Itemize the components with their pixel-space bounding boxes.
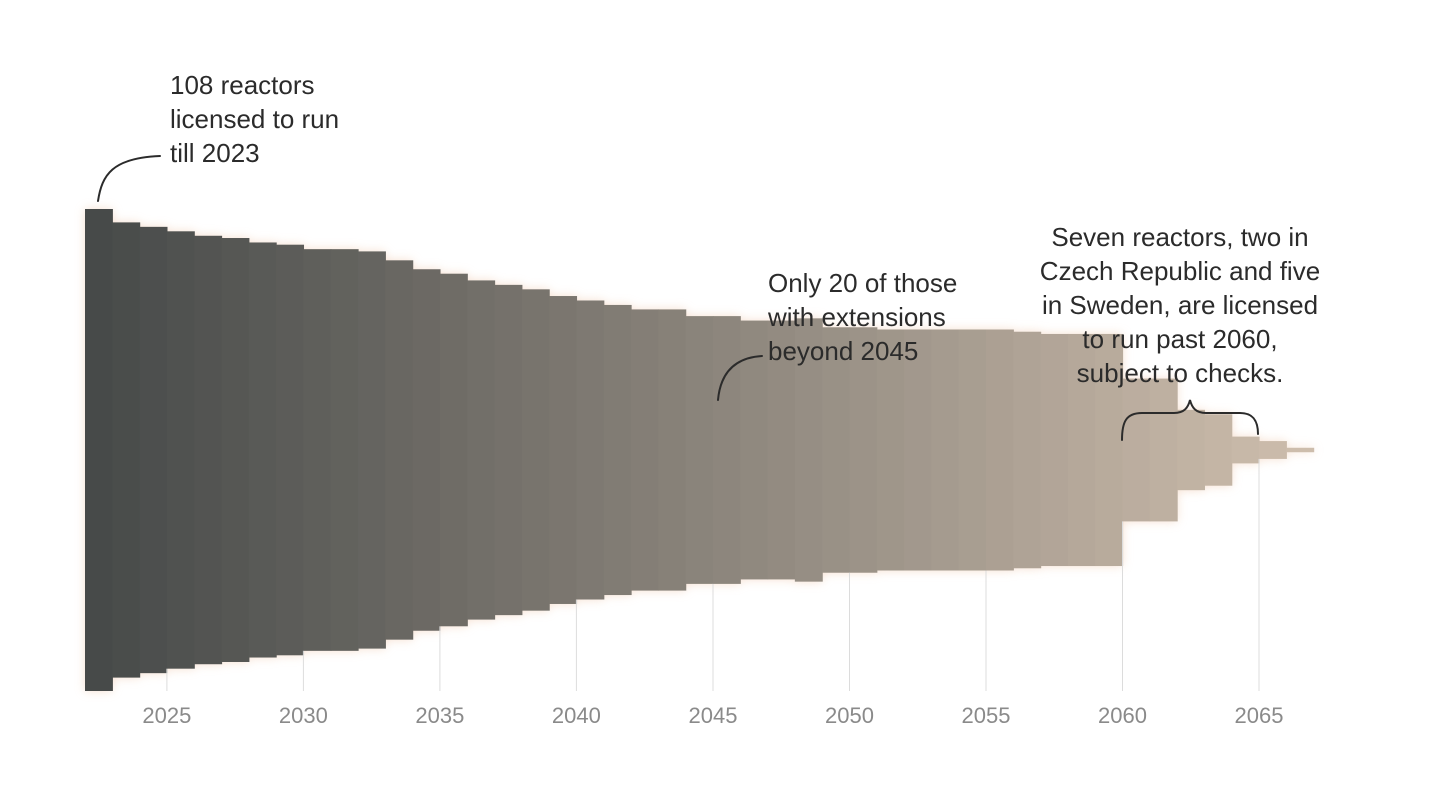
bar-2023: [112, 222, 141, 678]
bar-2055: [985, 329, 1014, 571]
bar-2022: [85, 209, 113, 691]
bar-2050: [849, 327, 878, 573]
bars-layer: [85, 209, 1315, 691]
bar-2058: [1067, 333, 1096, 567]
bar-2024: [139, 226, 168, 674]
x-axis-ticks: 2025 2030 2035 2040 2045 2050 2055 2060 2065: [142, 703, 1283, 728]
bar-2054: [958, 329, 987, 571]
annotation-seven-reactors: Seven reactors, two in Czech Republic an…: [1039, 222, 1321, 388]
bar-2056: [1013, 331, 1042, 569]
x-tick-label-2060: 2060: [1098, 703, 1147, 728]
bar-2063: [1204, 414, 1233, 486]
bar-2060: [1122, 378, 1151, 522]
bar-2061: [1149, 378, 1178, 522]
bar-2026: [194, 235, 223, 665]
x-tick-label-2040: 2040: [552, 703, 601, 728]
bar-2043: [658, 309, 687, 591]
bar-2042: [631, 309, 659, 591]
bar-2048: [794, 318, 823, 582]
bar-2036: [467, 280, 496, 620]
bar-2040: [576, 300, 605, 600]
bar-2049: [822, 327, 851, 573]
bar-2037: [494, 284, 523, 616]
bar-2030: [303, 249, 332, 651]
bar-2057: [1040, 333, 1069, 567]
bar-2039: [549, 296, 578, 604]
bar-2047: [767, 320, 796, 580]
bar-2044: [685, 316, 714, 584]
bar-2053: [931, 329, 960, 571]
x-tick-label-2055: 2055: [962, 703, 1011, 728]
gridlines-layer: [166, 458, 1260, 691]
x-tick-label-2025: 2025: [142, 703, 191, 728]
bar-2064: [1231, 436, 1260, 464]
annotation-connectors: [97, 155, 1259, 441]
x-tick-label-2065: 2065: [1235, 703, 1284, 728]
bar-2032: [358, 251, 386, 649]
bar-2066: [1286, 447, 1315, 453]
x-tick-label-2050: 2050: [825, 703, 874, 728]
bar-2027: [221, 238, 250, 662]
connector-20-extensions: [717, 355, 763, 401]
bar-2033: [385, 260, 414, 640]
bracket-seven-reactors: [1121, 399, 1259, 441]
bar-2035: [439, 273, 468, 627]
annotation-20-extensions: Only 20 of those with extensions beyond …: [768, 268, 958, 366]
bar-2028: [248, 242, 277, 658]
bar-2051: [876, 329, 905, 571]
bar-2025: [166, 231, 195, 669]
bar-2029: [276, 244, 305, 656]
x-tick-label-2030: 2030: [279, 703, 328, 728]
bar-2031: [330, 249, 359, 651]
bar-2059: [1095, 333, 1124, 567]
bar-2046: [740, 320, 769, 580]
bar-2041: [603, 304, 632, 596]
bar-2034: [412, 269, 441, 631]
x-tick-label-2035: 2035: [415, 703, 464, 728]
connector-108-reactors: [97, 155, 161, 202]
annotation-108-reactors: 108 reactors licensed to run till 2023: [170, 70, 340, 168]
bar-2038: [521, 289, 550, 611]
bar-2052: [904, 329, 932, 571]
bar-2045: [712, 316, 741, 584]
bar-2065: [1259, 441, 1287, 459]
x-tick-label-2045: 2045: [689, 703, 738, 728]
bar-2062: [1177, 409, 1205, 491]
